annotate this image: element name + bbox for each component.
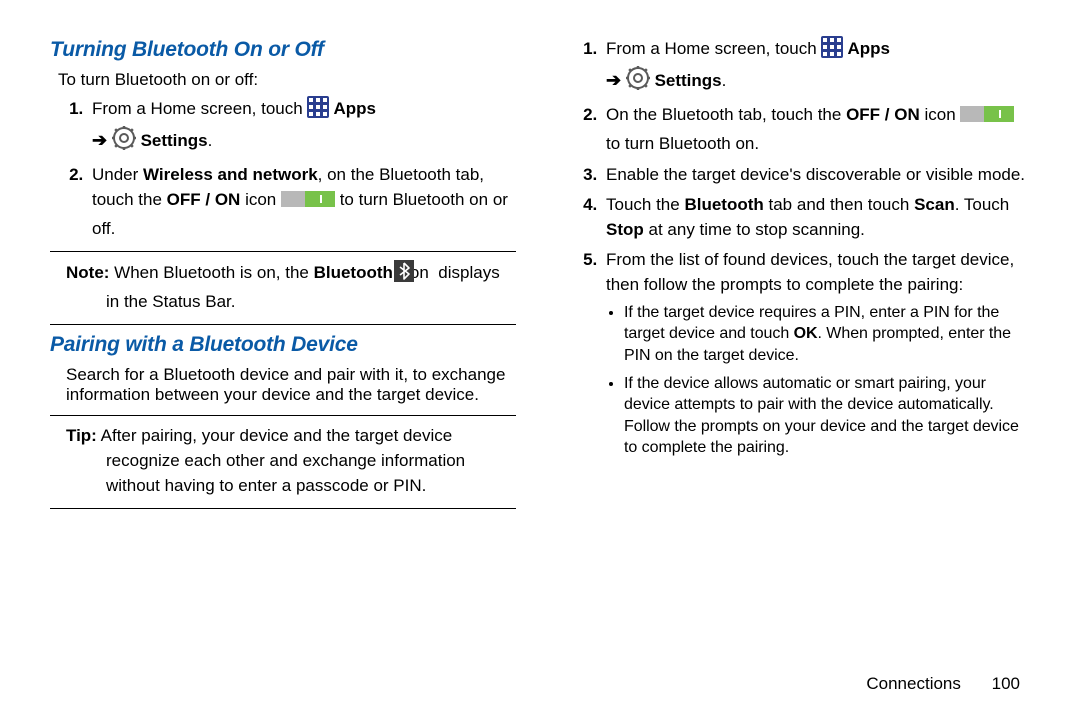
right-column: From a Home screen, touch Apps ➔ Setting… — [564, 30, 1030, 517]
toggle-icon — [960, 104, 1014, 132]
heading-pairing: Pairing with a Bluetooth Device — [50, 333, 516, 357]
heading-turning-bluetooth: Turning Bluetooth On or Off — [50, 38, 516, 62]
step-5-right: From the list of found devices, touch th… — [602, 248, 1030, 458]
divider — [50, 508, 516, 509]
step-3-right: Enable the target device's discoverable … — [602, 163, 1030, 188]
pairing-intro: Search for a Bluetooth device and pair w… — [66, 365, 516, 405]
settings-icon — [626, 66, 650, 98]
tip-block: Tip: After pairing, your device and the … — [58, 424, 516, 498]
settings-icon — [112, 126, 136, 158]
note-block: Note: When Bluetooth is on, the Bluetoot… — [58, 260, 516, 314]
page-footer: Connections 100 — [866, 674, 1020, 694]
left-column: Turning Bluetooth On or Off To turn Blue… — [50, 30, 516, 517]
divider — [50, 324, 516, 325]
intro-text: To turn Bluetooth on or off: — [58, 70, 516, 90]
divider — [50, 251, 516, 252]
apps-icon — [821, 36, 843, 66]
arrow-icon: ➔ — [606, 67, 621, 93]
bullet-1: If the target device requires a PIN, ent… — [624, 302, 1030, 367]
step-2-left: Under Wireless and network, on the Bluet… — [88, 163, 516, 241]
arrow-icon: ➔ — [92, 127, 107, 153]
steps-list-right: From a Home screen, touch Apps ➔ Setting… — [572, 36, 1030, 459]
apps-icon — [307, 96, 329, 126]
step-1-right: From a Home screen, touch Apps ➔ Setting… — [602, 36, 1030, 97]
footer-section: Connections — [866, 674, 961, 693]
step-1-left: From a Home screen, touch Apps ➔ Setting… — [88, 96, 516, 157]
bullet-list: If the target device requires a PIN, ent… — [606, 302, 1030, 459]
footer-page-number: 100 — [992, 674, 1020, 693]
bullet-2: If the device allows automatic or smart … — [624, 373, 1030, 459]
divider — [50, 415, 516, 416]
step-2-right: On the Bluetooth tab, touch the OFF / ON… — [602, 103, 1030, 156]
toggle-icon — [281, 189, 335, 217]
step-4-right: Touch the Bluetooth tab and then touch S… — [602, 193, 1030, 242]
steps-list-left: From a Home screen, touch Apps ➔ Setting… — [58, 96, 516, 241]
